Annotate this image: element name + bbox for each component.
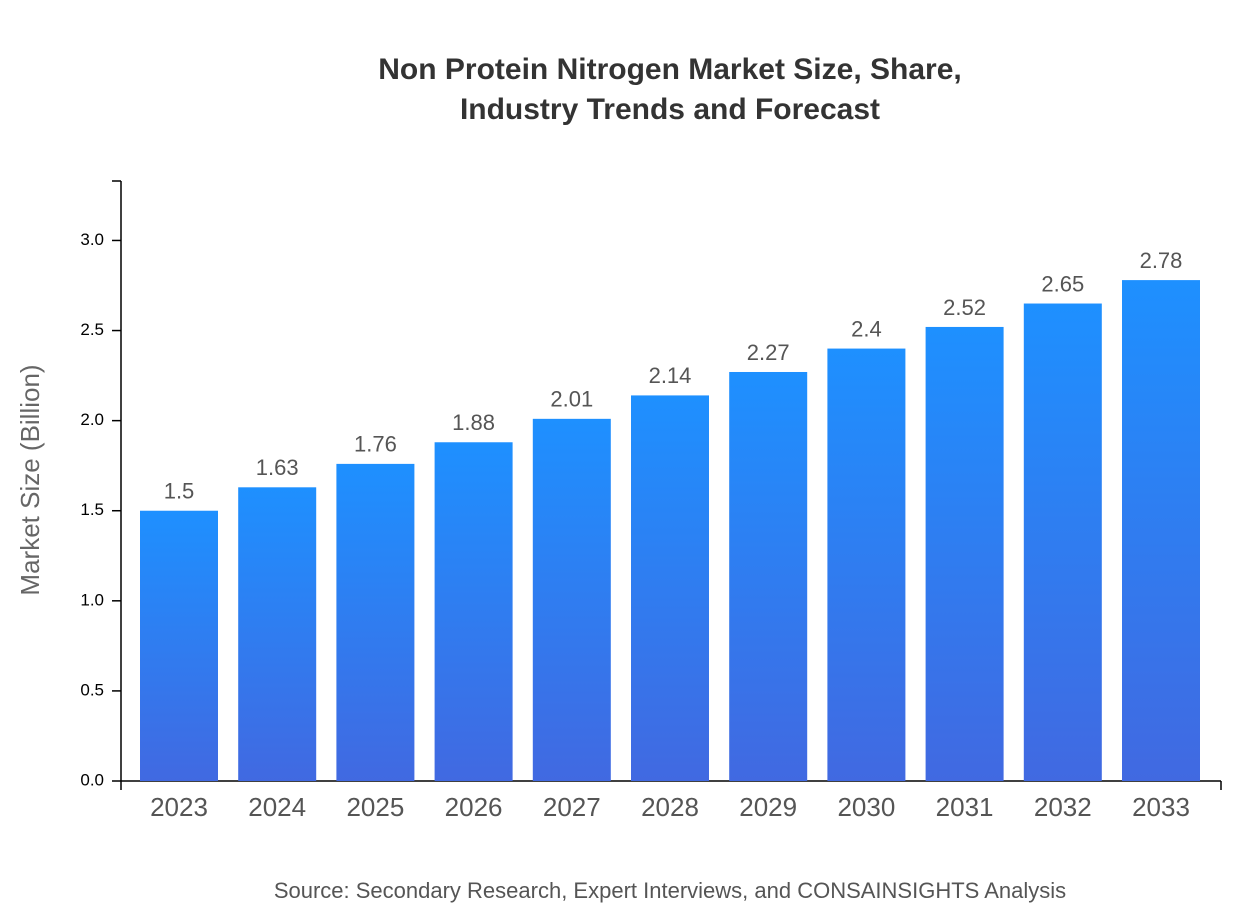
bar [434,442,513,781]
y-tick-label: 1.0 [80,590,104,609]
value-label: 1.88 [452,410,495,435]
bar [729,371,808,781]
x-tick-label: 2032 [1034,792,1092,822]
y-tick-label: 1.5 [80,500,104,519]
x-tick-label: 2025 [346,792,404,822]
value-label: 2.4 [851,316,882,341]
x-tick-label: 2023 [150,792,208,822]
y-axis-label: Market Size (Billion) [15,364,45,595]
value-label: 2.14 [649,363,692,388]
x-tick-label: 2028 [641,792,699,822]
value-label: 1.63 [256,455,299,480]
y-tick-label: 2.5 [80,320,104,339]
bar [238,487,317,781]
bar [532,418,611,781]
bar [140,510,218,781]
y-tick-label: 3.0 [80,230,104,249]
value-label: 1.76 [354,432,397,457]
y-tick-label: 0.0 [80,770,104,789]
bar [631,395,709,781]
source-note: Source: Secondary Research, Expert Inter… [274,878,1066,903]
value-label: 2.01 [550,387,593,412]
x-tick-label: 2033 [1132,792,1190,822]
value-label: 1.5 [164,479,195,504]
x-tick-label: 2024 [248,792,306,822]
y-tick-label: 2.0 [80,410,104,429]
x-tick-label: 2031 [936,792,994,822]
x-tick-label: 2026 [445,792,503,822]
x-tick-label: 2030 [837,792,895,822]
value-label: 2.65 [1041,271,1084,296]
bar [827,348,906,781]
chart-title: Non Protein Nitrogen Market Size, Share,… [378,53,962,126]
bar [925,326,1004,781]
bar [1023,303,1102,781]
value-label: 2.27 [747,340,790,365]
x-tick-label: 2027 [543,792,601,822]
value-label: 2.78 [1140,248,1183,273]
x-tick-label: 2029 [739,792,797,822]
bar [336,463,415,781]
bar [1122,280,1200,781]
value-label: 2.52 [943,295,986,320]
y-tick-label: 0.5 [80,680,104,699]
